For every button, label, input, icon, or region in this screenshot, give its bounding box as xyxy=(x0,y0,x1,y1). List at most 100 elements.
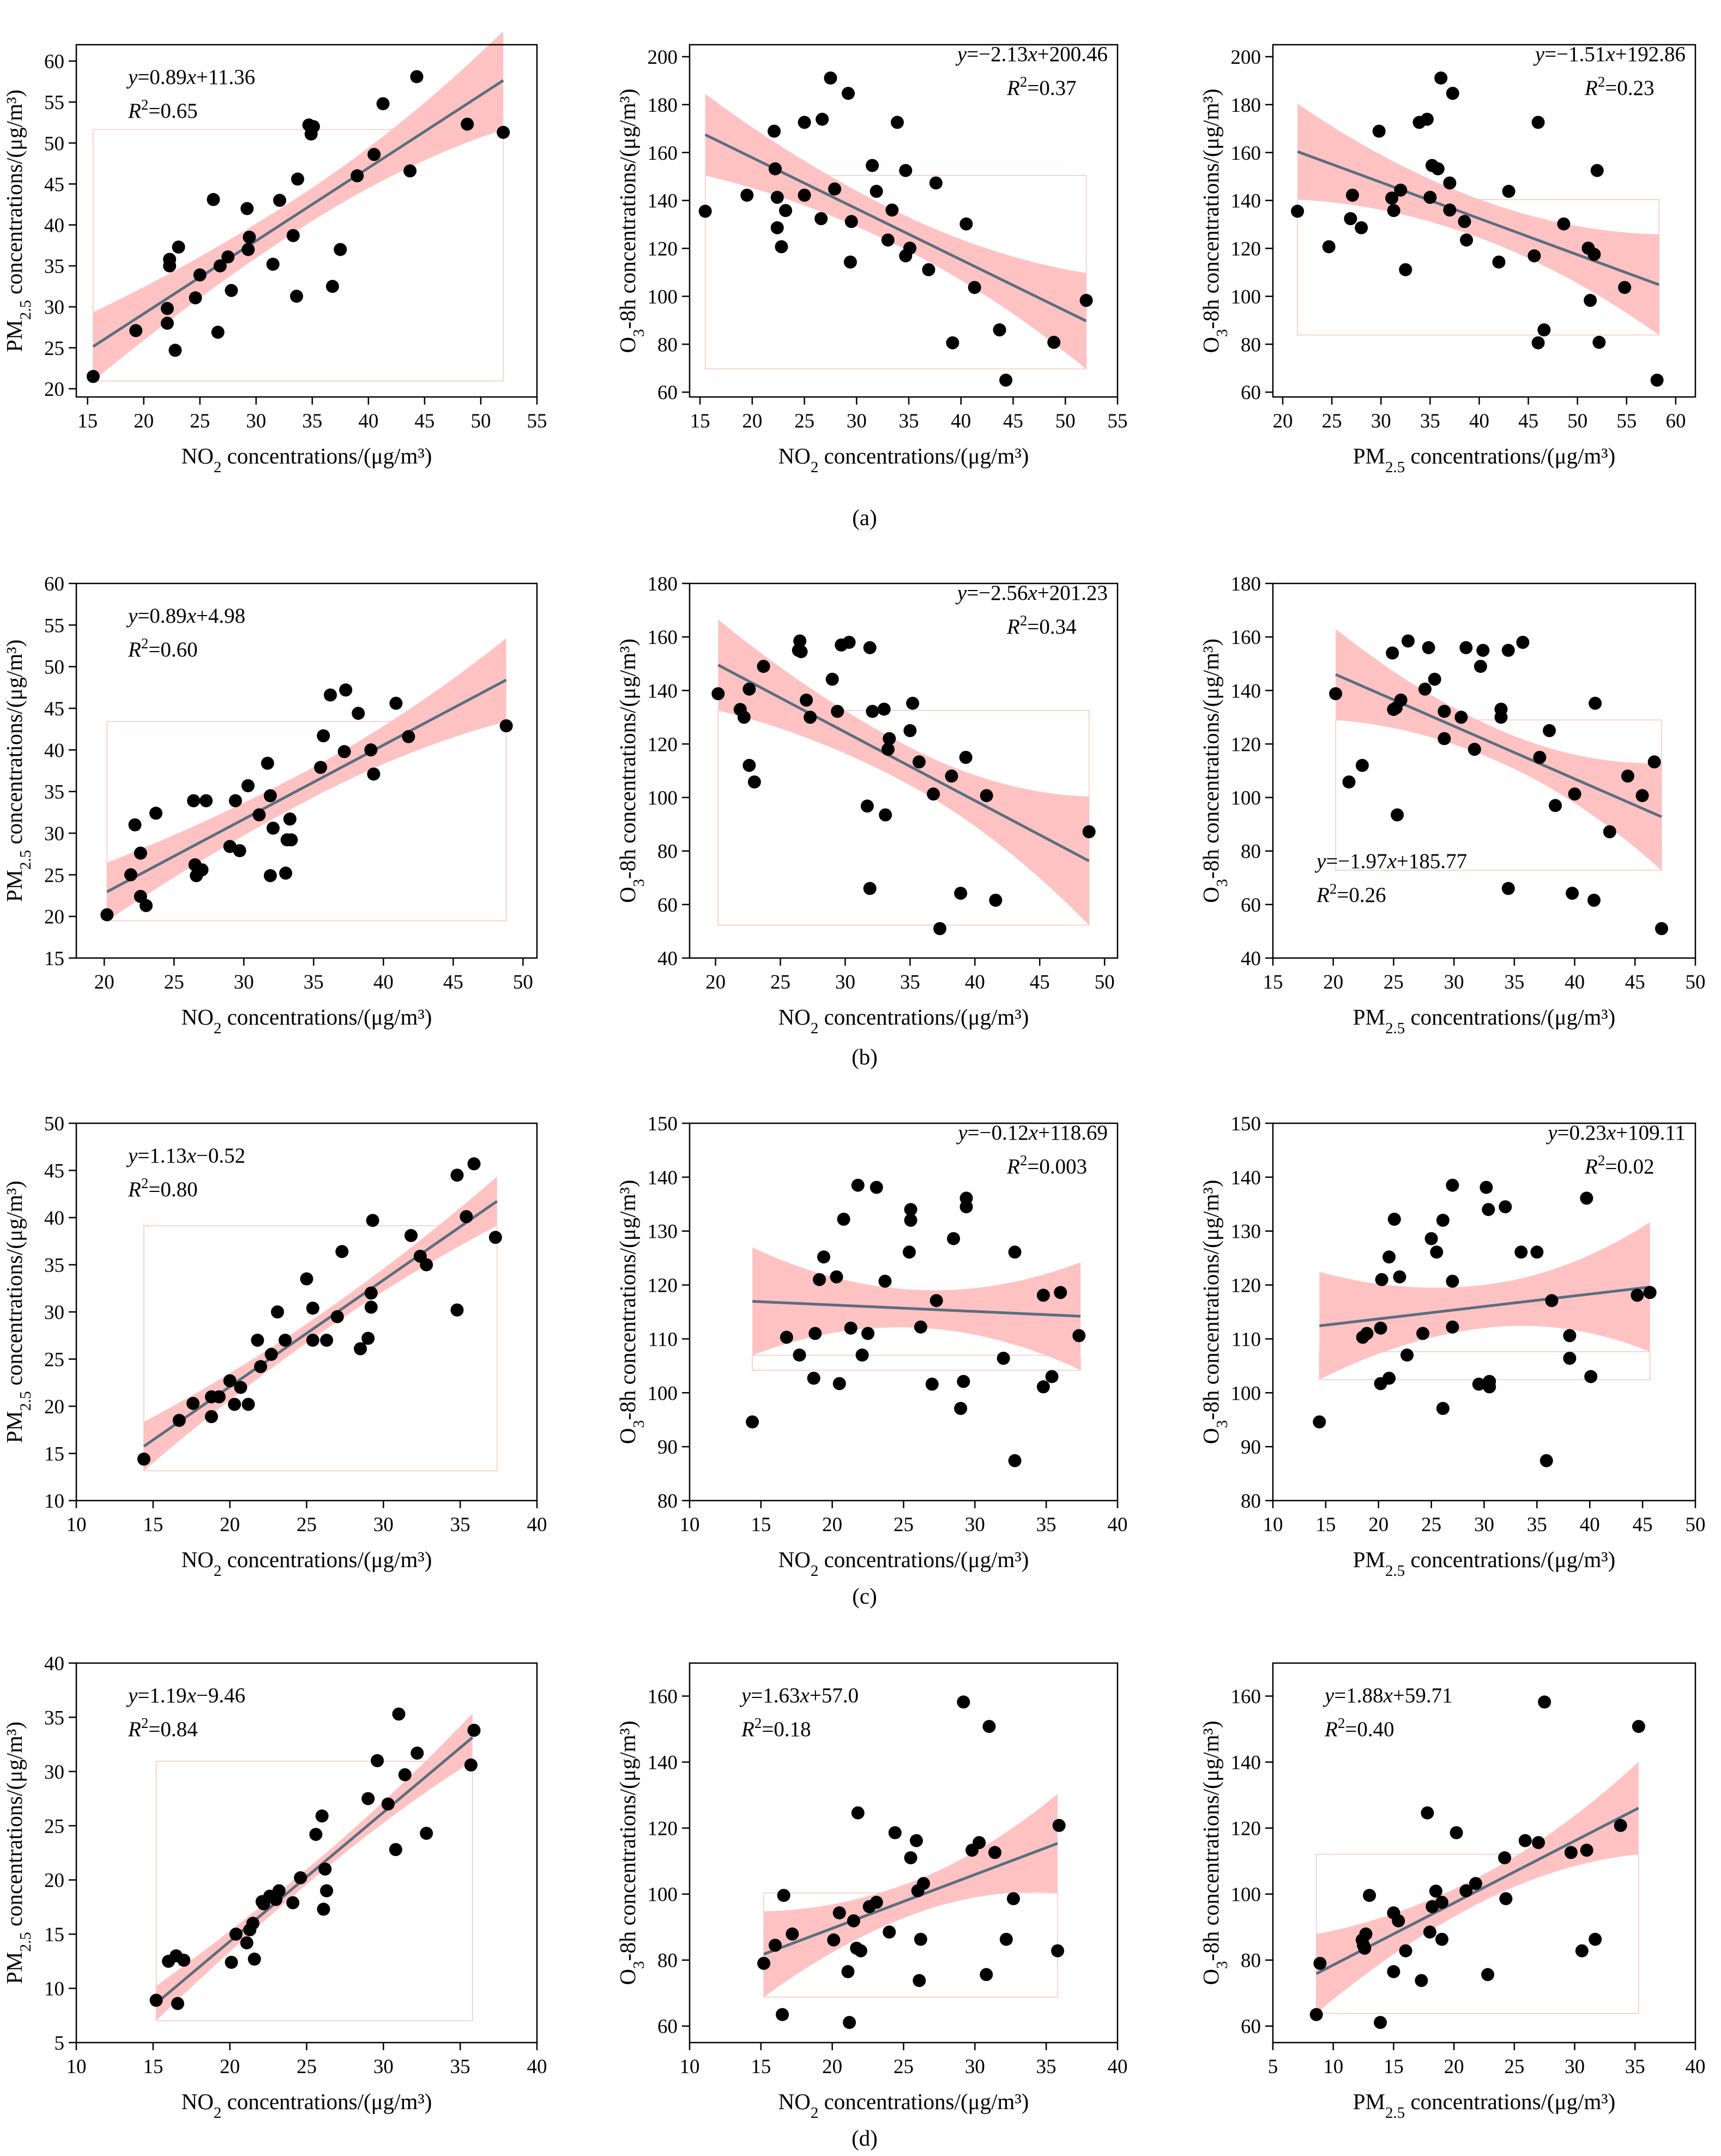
data-point xyxy=(1402,634,1415,648)
y-axis-label-main: O xyxy=(1198,1428,1223,1444)
data-point xyxy=(768,124,781,138)
x-tick-label: 50 xyxy=(1055,410,1076,432)
eq-y: y xyxy=(126,1144,138,1167)
x-tick-label: 20 xyxy=(822,1514,842,1536)
data-point xyxy=(946,336,959,350)
data-point xyxy=(843,2016,856,2029)
x-tick-label: 45 xyxy=(1625,971,1645,993)
data-point xyxy=(172,1413,186,1427)
data-point xyxy=(171,1997,184,2010)
data-point xyxy=(1079,293,1093,307)
x-axis-label-main: NO xyxy=(778,2089,811,2114)
x-tick-label: 15 xyxy=(1263,971,1283,993)
r2-sup: 2 xyxy=(141,1175,149,1191)
y-tick-label: 80 xyxy=(1241,841,1261,863)
data-point xyxy=(450,1303,464,1317)
data-point xyxy=(1592,335,1606,349)
data-point xyxy=(777,1889,790,1902)
x-tick-label: 25 xyxy=(1384,971,1404,993)
data-point xyxy=(711,687,725,701)
data-point xyxy=(1446,1274,1459,1288)
y-axis-label-rest: -8h concentrations/(μg/m³) xyxy=(1198,1721,1223,1961)
data-point xyxy=(352,707,365,720)
data-point xyxy=(497,125,510,139)
data-point xyxy=(1533,751,1547,764)
data-point xyxy=(1459,1884,1473,1898)
y-tick-label: 120 xyxy=(648,1818,678,1840)
x-tick-label: 35 xyxy=(1036,2056,1056,2078)
data-point xyxy=(364,1286,378,1300)
data-point xyxy=(247,1952,261,1966)
fit-line xyxy=(704,133,1087,322)
data-point xyxy=(1346,189,1359,202)
data-point xyxy=(844,215,858,228)
x-tick-label: 35 xyxy=(1504,971,1524,993)
confidence-band xyxy=(1319,1222,1650,1380)
data-point xyxy=(223,840,237,853)
y-tick-label: 90 xyxy=(657,1436,678,1459)
eq-slope: =0.89 xyxy=(137,604,186,628)
data-point xyxy=(888,1826,902,1840)
x-tick-label: 20 xyxy=(94,971,114,993)
eq-intercept: +118.69 xyxy=(1038,1121,1108,1145)
x-axis-label: PM2.5 concentrations/(μg/m³) xyxy=(1353,1004,1616,1037)
data-point xyxy=(467,1724,481,1737)
y-axis-label: O3-8h concentrations/(μg/m³) xyxy=(615,89,648,353)
fit-line xyxy=(1319,1285,1650,1327)
eq-x: x xyxy=(186,1684,197,1707)
eq-y: y xyxy=(1323,1684,1334,1707)
data-point xyxy=(957,1695,970,1709)
fit-line xyxy=(1335,673,1663,818)
x-tick-label: 45 xyxy=(1633,1514,1653,1536)
y-axis-label-main: O xyxy=(1198,337,1223,353)
confidence-band xyxy=(1336,629,1662,871)
fit-equation: y=0.89x+11.36 xyxy=(126,65,255,89)
panel-label-c: (c) xyxy=(852,1583,877,1609)
y-tick-label: 10 xyxy=(44,1978,64,2001)
data-point xyxy=(1516,636,1530,649)
x-tick-label: 10 xyxy=(680,2056,700,2078)
eq-intercept: +200.46 xyxy=(1037,43,1108,66)
data-point xyxy=(294,1871,307,1884)
data-point xyxy=(315,1809,329,1823)
data-point xyxy=(780,1330,793,1344)
data-point xyxy=(1590,164,1604,177)
data-point xyxy=(1502,184,1515,198)
x-axis-label-rest: concentrations/(μg/m³) xyxy=(221,1547,432,1572)
r2-value: =0.37 xyxy=(1027,76,1076,100)
x-axis-label-sub: 2 xyxy=(214,1020,222,1037)
data-point xyxy=(317,1902,330,1916)
data-point xyxy=(160,316,174,330)
data-point xyxy=(982,1720,996,1733)
r-squared: R2=0.80 xyxy=(128,1175,198,1201)
x-tick-label: 40 xyxy=(527,2056,547,2078)
r2-r: R xyxy=(1316,883,1330,907)
eq-intercept: +201.23 xyxy=(1037,581,1108,605)
x-tick-label: 40 xyxy=(358,410,378,432)
y-tick-label: 120 xyxy=(1231,238,1261,261)
y-tick-label: 140 xyxy=(1231,190,1261,213)
x-tick-label: 50 xyxy=(513,971,533,993)
data-point xyxy=(1423,1925,1436,1939)
r-squared: R2=0.37 xyxy=(1006,74,1077,100)
y-tick-label: 160 xyxy=(1231,627,1261,649)
data-point xyxy=(207,192,220,206)
y-axis-label-rest: concentrations/(μg/m³) xyxy=(2,1721,27,1932)
r-squared: R2=0.003 xyxy=(1006,1152,1087,1178)
data-point xyxy=(1355,758,1369,772)
y-tick-label: 120 xyxy=(1231,733,1261,756)
x-tick-label: 15 xyxy=(1384,2056,1404,2078)
x-tick-label: 45 xyxy=(1518,410,1538,432)
y-tick-label: 130 xyxy=(1231,1221,1261,1243)
data-point xyxy=(903,724,917,737)
data-point xyxy=(1434,71,1448,85)
data-point xyxy=(769,1938,782,1952)
x-tick-label: 30 xyxy=(965,2056,985,2078)
plot-frame xyxy=(689,44,1119,398)
band-box xyxy=(106,721,507,922)
band-box xyxy=(143,1225,498,1472)
x-tick-label: 15 xyxy=(751,1514,771,1536)
data-point xyxy=(794,645,808,659)
data-point xyxy=(129,324,143,338)
data-point xyxy=(1557,217,1571,231)
